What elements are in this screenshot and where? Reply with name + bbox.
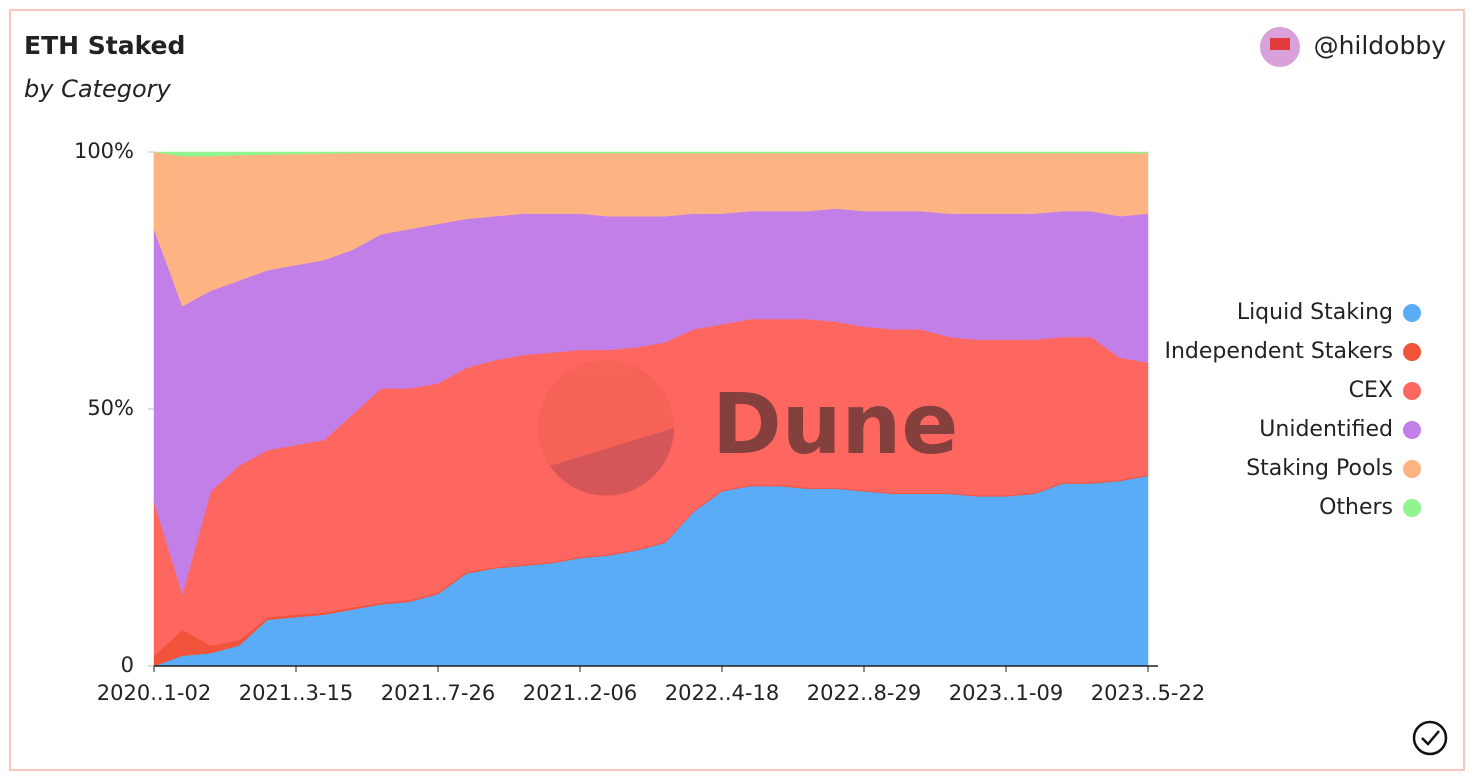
x-tick-label: 2022..8-29	[807, 681, 921, 705]
x-tick-label: 2022..4-18	[665, 681, 779, 705]
chart-subtitle: by Category	[24, 75, 171, 103]
x-tick-label: 2023..5-22	[1091, 681, 1205, 705]
legend-label: CEX	[1349, 378, 1393, 403]
y-tick-label: 100%	[74, 139, 134, 163]
y-tick-label: 50%	[87, 396, 134, 420]
legend-swatch[interactable]	[1403, 343, 1421, 361]
watermark-logo	[538, 360, 674, 496]
legend-swatch[interactable]	[1403, 460, 1421, 478]
plot	[153, 151, 1149, 667]
avatar-detail	[1270, 38, 1290, 50]
legend-label: Others	[1319, 495, 1393, 520]
legend-label: Staking Pools	[1246, 456, 1393, 481]
legend-label: Independent Stakers	[1164, 339, 1393, 364]
legend-label: Liquid Staking	[1237, 300, 1393, 325]
legend-swatch[interactable]	[1403, 499, 1421, 517]
check-icon[interactable]	[1412, 720, 1448, 756]
watermark-logo-part	[550, 428, 674, 496]
watermark-group: Dune	[538, 360, 958, 496]
x-tick-label: 2020..1-02	[97, 681, 211, 705]
x-tick-label: 2021..2-06	[523, 681, 637, 705]
author[interactable]: @hildobby	[1314, 31, 1447, 60]
legend-label: Unidentified	[1259, 417, 1393, 442]
y-tick-label: 0	[121, 653, 134, 677]
x-tick-label: 2021..3-15	[239, 681, 353, 705]
check-mark	[1421, 730, 1440, 746]
x-tick-label: 2021..7-26	[381, 681, 495, 705]
legend: Liquid Staking Independent Stakers CEX Unid…	[1164, 300, 1393, 520]
legend-swatch[interactable]	[1403, 304, 1421, 322]
x-tick-label: 2023..1-09	[949, 681, 1063, 705]
watermark-text: Dune	[712, 375, 958, 473]
legend-swatch[interactable]	[1403, 382, 1421, 400]
legend-swatch[interactable]	[1403, 421, 1421, 439]
check-circle	[1412, 720, 1448, 756]
area	[153, 151, 1149, 157]
chart-title: ETH Staked	[24, 31, 185, 60]
axes: 0 50% 100% 2020..1-02 2021..3-15 2021..7-26 20…	[74, 139, 1205, 705]
